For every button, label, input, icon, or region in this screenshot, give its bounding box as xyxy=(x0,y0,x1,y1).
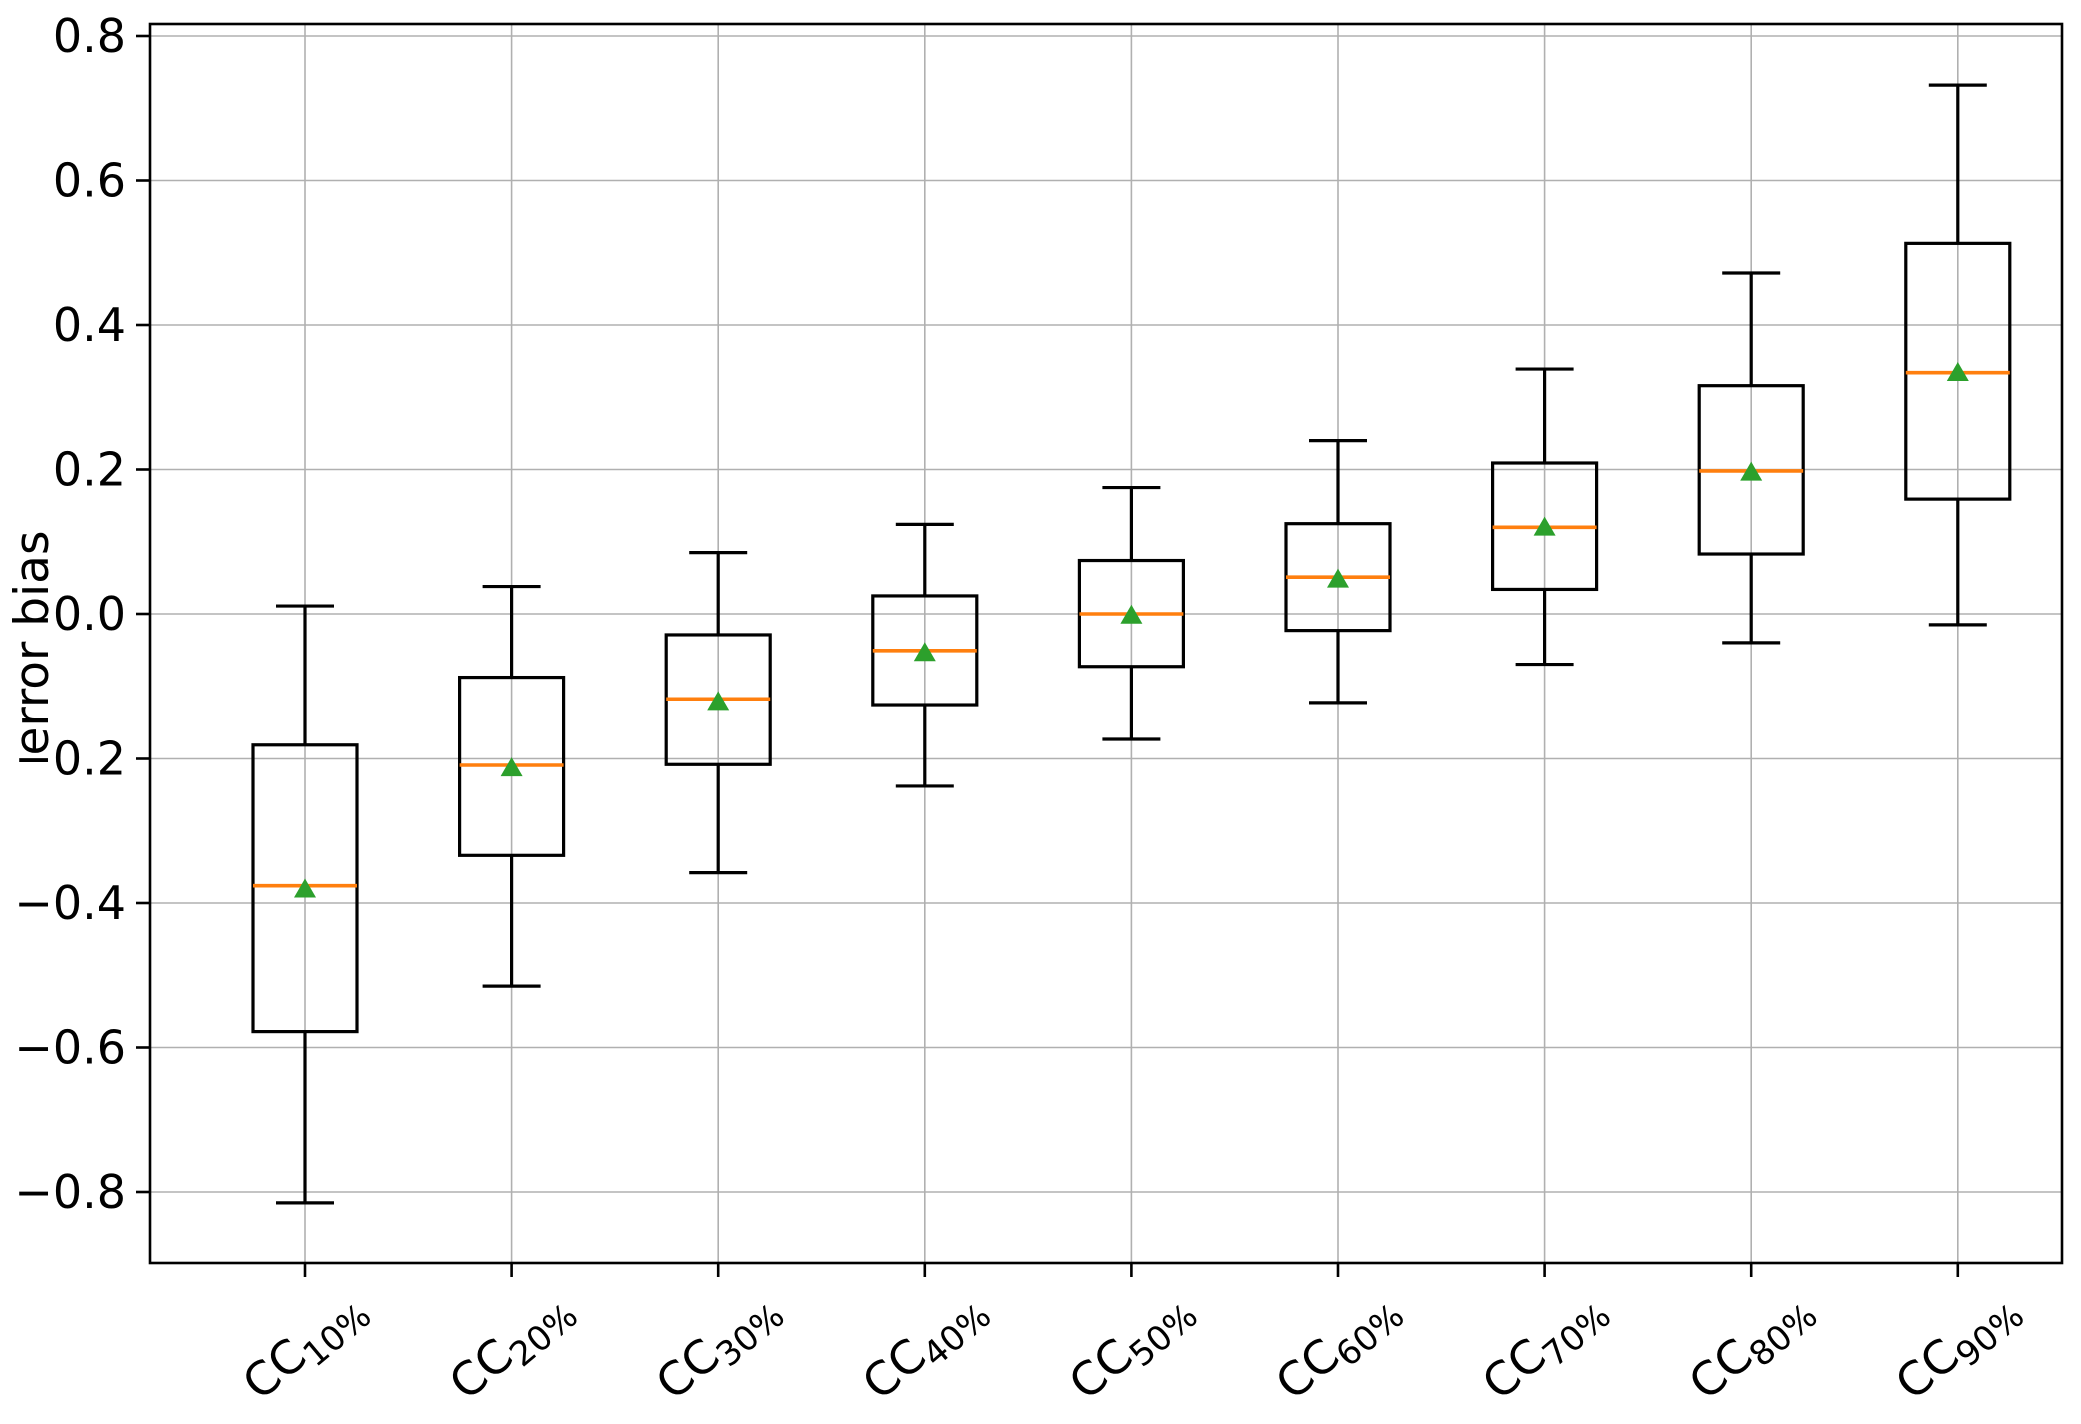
mean-marker xyxy=(1120,604,1143,624)
x-tick-label: CC90% xyxy=(1885,1279,2032,1416)
iqr-box xyxy=(251,743,359,1034)
x-tick-label: CC40% xyxy=(852,1279,999,1416)
box-group-CC50% xyxy=(1077,485,1186,741)
mean-marker xyxy=(1327,568,1349,588)
box-group-CC90% xyxy=(1904,83,2012,627)
box-group-CC40% xyxy=(871,522,979,788)
y-tick-label: 0.4 xyxy=(53,298,126,352)
y-tick-label: 0.2 xyxy=(53,443,126,497)
box-group-CC20% xyxy=(458,584,566,988)
mean-marker xyxy=(913,642,936,662)
mean-marker xyxy=(1740,461,1763,481)
box-layer xyxy=(251,83,2012,1205)
box-group-CC60% xyxy=(1284,439,1392,705)
x-tick-label: CC30% xyxy=(645,1279,792,1416)
box-group-CC10% xyxy=(251,604,359,1205)
mean-marker xyxy=(1533,516,1556,536)
box-group-CC70% xyxy=(1490,367,1599,667)
x-tick-label: CC70% xyxy=(1472,1279,1619,1416)
y-tick-label: 0.6 xyxy=(53,154,126,208)
y-tick-label: −0.6 xyxy=(14,1021,126,1075)
y-tick-label: −0.4 xyxy=(14,876,126,930)
box-group-CC80% xyxy=(1697,271,1805,645)
y-tick-label: −0.2 xyxy=(14,732,126,786)
mean-marker xyxy=(1946,361,1969,381)
plot-border xyxy=(148,22,2064,1265)
x-tick-label: CC20% xyxy=(439,1279,586,1416)
x-tick-label: CC80% xyxy=(1678,1279,1825,1416)
y-tick-label: 0.0 xyxy=(53,587,126,641)
mean-marker xyxy=(500,757,523,777)
axes-layer: 0.8 0.6 0.4 0.2 0.0 −0.2 −0.4 −0.6 −0.8 CC10% CC20… xyxy=(14,9,2064,1416)
mean-marker xyxy=(707,691,730,711)
mean-marker xyxy=(294,878,316,898)
y-tick-label: −0.8 xyxy=(14,1165,126,1219)
y-axis-title: error bias xyxy=(5,531,60,756)
x-tick-label: CC60% xyxy=(1265,1279,1412,1416)
x-tick-label: CC50% xyxy=(1059,1279,1206,1416)
y-tick-label: 0.8 xyxy=(53,9,126,63)
box-group-CC30% xyxy=(664,550,772,875)
x-tick-label: CC10% xyxy=(232,1279,379,1416)
